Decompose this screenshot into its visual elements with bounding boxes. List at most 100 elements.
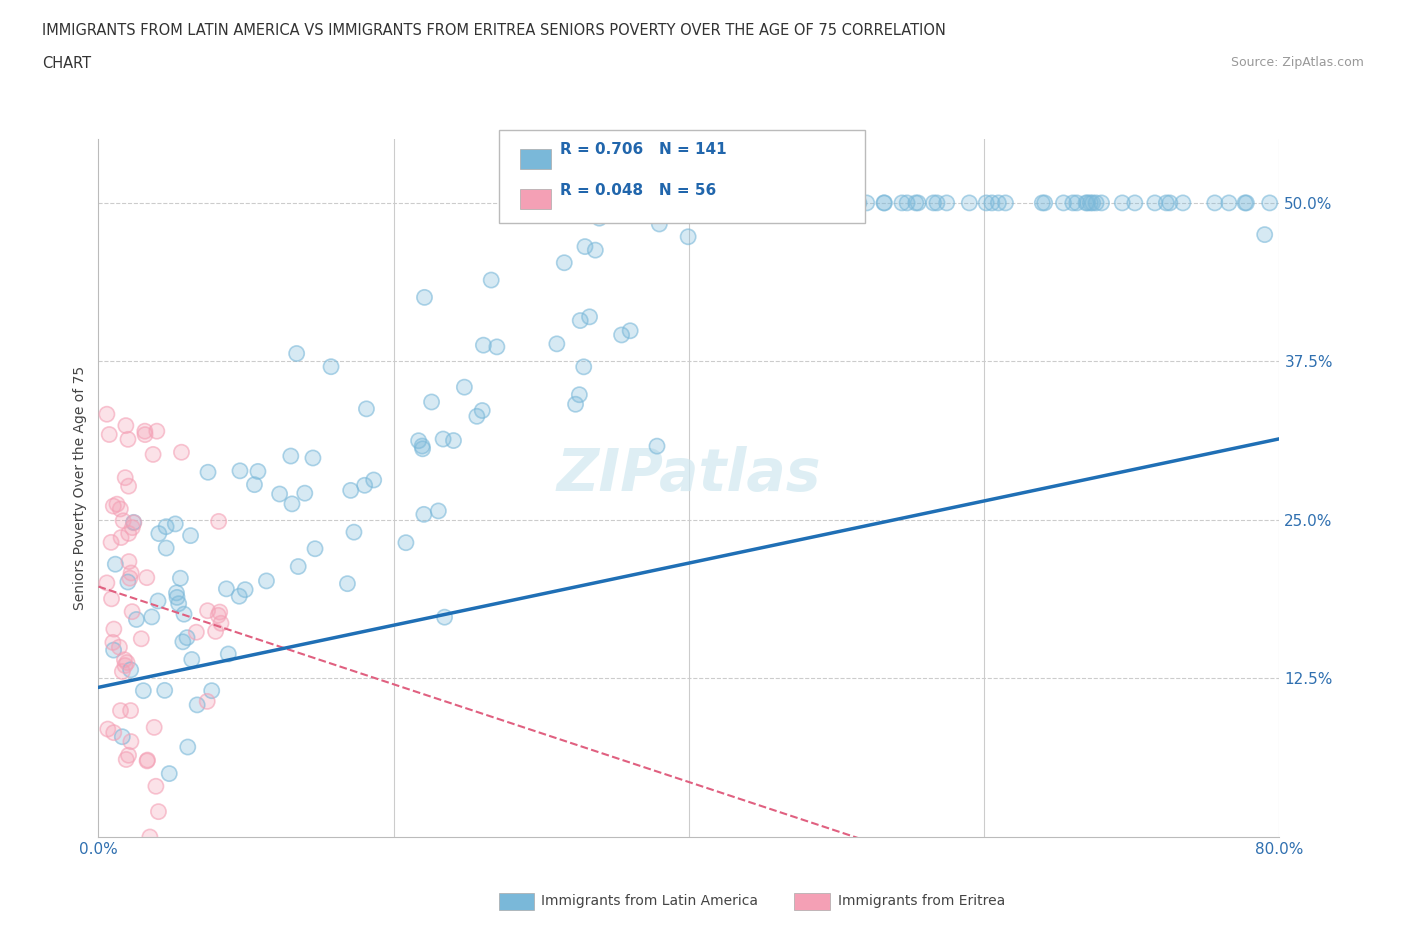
Point bbox=[1062, 195, 1084, 210]
Point bbox=[343, 525, 366, 539]
Point bbox=[610, 327, 633, 342]
Point bbox=[353, 478, 375, 493]
Point bbox=[207, 608, 229, 623]
Point bbox=[817, 195, 839, 210]
Point bbox=[208, 514, 231, 529]
Point bbox=[117, 479, 139, 494]
Point bbox=[180, 652, 202, 667]
Point bbox=[1066, 195, 1088, 210]
Point bbox=[572, 359, 595, 374]
Point bbox=[108, 640, 131, 655]
Point bbox=[115, 418, 138, 433]
Point bbox=[582, 195, 605, 210]
Point bbox=[118, 526, 141, 541]
Point bbox=[1074, 195, 1097, 210]
Point bbox=[139, 830, 162, 844]
Point bbox=[676, 230, 699, 245]
Point bbox=[742, 195, 765, 210]
Point bbox=[105, 497, 128, 512]
Point bbox=[103, 643, 125, 658]
Point bbox=[645, 439, 668, 454]
Point bbox=[117, 432, 139, 446]
Point bbox=[157, 766, 180, 781]
Point bbox=[195, 694, 218, 709]
Point bbox=[619, 324, 641, 339]
Point bbox=[574, 239, 596, 254]
Point bbox=[994, 195, 1017, 210]
Point bbox=[110, 703, 132, 718]
Point bbox=[195, 694, 218, 709]
Text: Immigrants from Latin America: Immigrants from Latin America bbox=[541, 894, 758, 909]
Point bbox=[229, 463, 252, 478]
Point bbox=[120, 734, 142, 749]
Point bbox=[907, 195, 929, 210]
Point bbox=[233, 582, 256, 597]
Point bbox=[1090, 195, 1112, 210]
Point bbox=[433, 610, 456, 625]
Point bbox=[319, 359, 342, 374]
Point bbox=[217, 646, 239, 661]
Point bbox=[111, 729, 134, 744]
Point bbox=[110, 501, 132, 516]
Point bbox=[208, 604, 231, 619]
Point bbox=[115, 418, 138, 433]
Point bbox=[142, 447, 165, 462]
Point bbox=[304, 541, 326, 556]
Point bbox=[546, 337, 568, 352]
Point bbox=[896, 195, 918, 210]
Point bbox=[121, 520, 143, 535]
Point bbox=[155, 540, 177, 555]
Point bbox=[679, 195, 702, 210]
Point bbox=[1066, 195, 1088, 210]
Point bbox=[180, 652, 202, 667]
Point bbox=[472, 338, 495, 352]
Point bbox=[935, 195, 957, 210]
Point bbox=[610, 327, 633, 342]
Point bbox=[412, 507, 434, 522]
Point bbox=[1258, 195, 1281, 210]
Point bbox=[832, 195, 855, 210]
Point bbox=[1074, 195, 1097, 210]
Point bbox=[146, 424, 169, 439]
Text: ZIPatlas: ZIPatlas bbox=[557, 445, 821, 503]
Point bbox=[546, 337, 568, 352]
Point bbox=[246, 464, 269, 479]
Point bbox=[103, 498, 125, 513]
Point bbox=[780, 195, 803, 210]
Point bbox=[177, 739, 200, 754]
Point bbox=[356, 402, 378, 417]
Point bbox=[100, 591, 122, 606]
Point bbox=[118, 554, 141, 569]
Text: CHART: CHART bbox=[42, 56, 91, 71]
Point bbox=[103, 621, 125, 636]
Point bbox=[485, 339, 508, 354]
Point bbox=[169, 571, 191, 586]
Point bbox=[117, 432, 139, 446]
Point bbox=[122, 515, 145, 530]
Point bbox=[356, 402, 378, 417]
Point bbox=[129, 631, 152, 646]
Text: Immigrants from Eritrea: Immigrants from Eritrea bbox=[838, 894, 1005, 909]
Point bbox=[907, 195, 929, 210]
Point bbox=[166, 590, 188, 604]
Point bbox=[453, 379, 475, 394]
Point bbox=[111, 664, 134, 679]
Point bbox=[97, 722, 120, 737]
Point bbox=[103, 621, 125, 636]
Point bbox=[112, 513, 135, 528]
Point bbox=[269, 486, 291, 501]
Point bbox=[110, 703, 132, 718]
Point bbox=[141, 609, 163, 624]
Point bbox=[139, 830, 162, 844]
Point bbox=[1234, 195, 1257, 210]
Point bbox=[353, 478, 375, 493]
Point bbox=[125, 612, 148, 627]
Point bbox=[256, 574, 278, 589]
Point bbox=[569, 313, 592, 328]
Point bbox=[1156, 195, 1178, 210]
Point bbox=[619, 324, 641, 339]
Point bbox=[1033, 195, 1056, 210]
Point bbox=[1085, 195, 1108, 210]
Point bbox=[281, 497, 304, 512]
Point bbox=[925, 195, 948, 210]
